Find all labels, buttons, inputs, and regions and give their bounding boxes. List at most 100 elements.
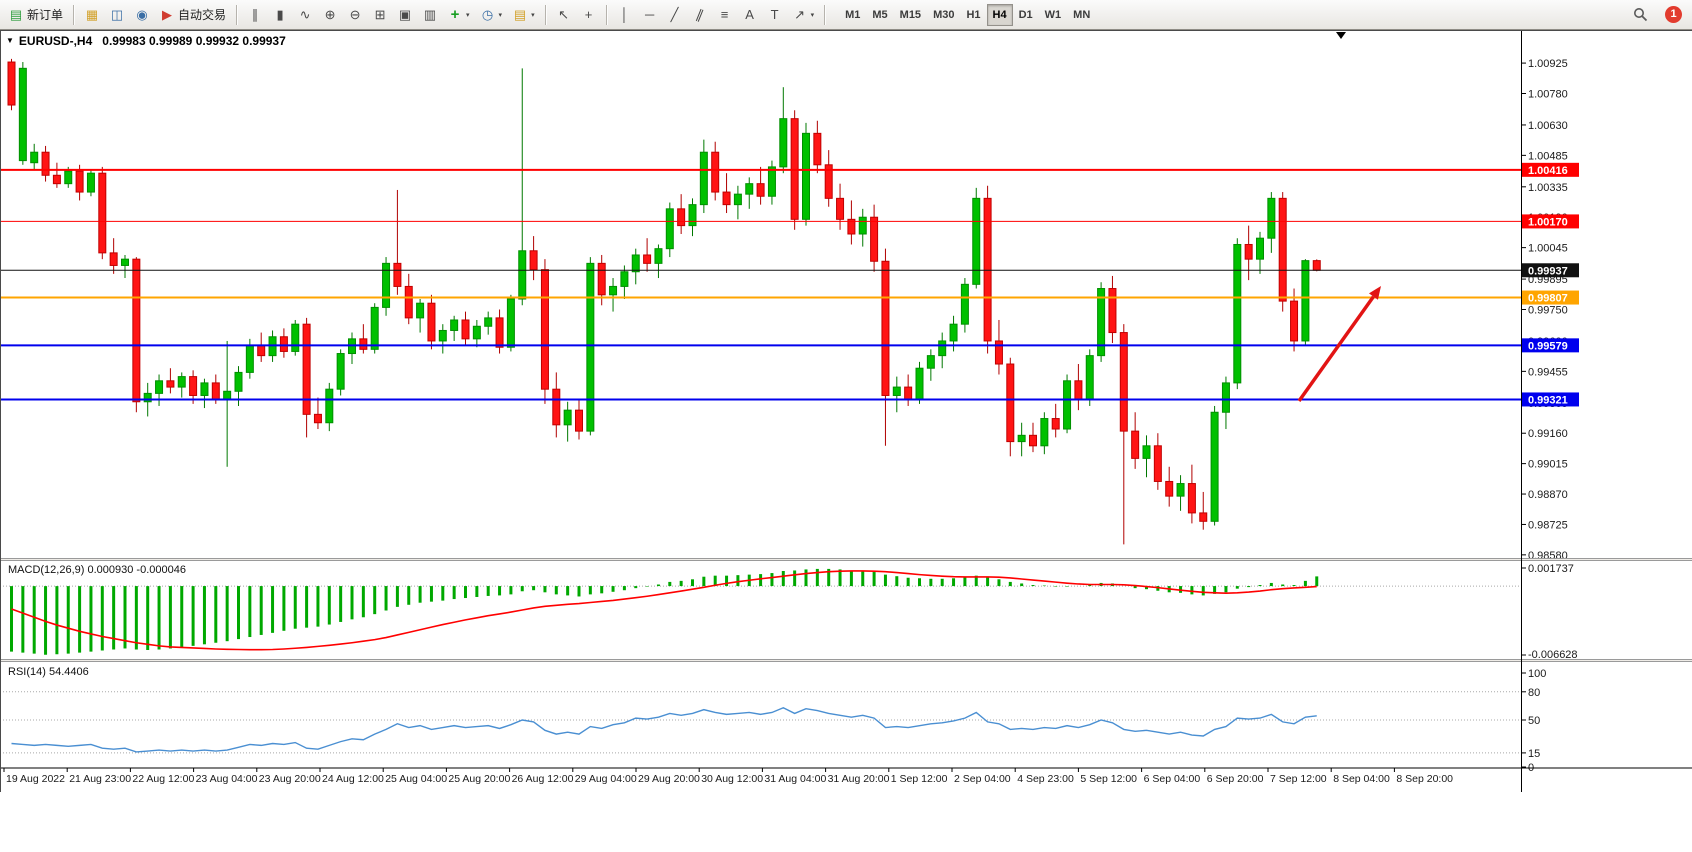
horizontal-line-tool-button[interactable]: ─ [638,3,662,27]
candle-down [836,197,845,220]
arrange-windows-icon: ▥ [423,7,437,22]
candle-down [722,191,731,206]
candle-up [699,151,708,206]
candle-down [1108,288,1117,334]
chart-window[interactable]: 1.00925 1.00780 1.00630 1.00485 1.00335 1.001… [0,30,1692,852]
candle-up [745,183,754,195]
chart-canvas[interactable]: 1.00925 1.00780 1.00630 1.00485 1.00335 1.001… [0,30,1692,852]
candle-down [495,317,504,348]
crosshair-button[interactable]: + [577,3,601,27]
candle-up [915,367,924,401]
tile-windows-icon: ⊞ [374,7,386,22]
zoom-out-button[interactable]: ⊖ [343,3,367,27]
candle-up [586,262,595,432]
price-level-badge [1522,162,1579,177]
candle-down [132,258,141,403]
candle-down [189,376,198,396]
candle-down [552,388,561,426]
time-tick-label: 25 Aug 04:00 [385,773,447,785]
candle-up [654,248,663,264]
candle-down [313,413,322,424]
rsi-axis-label: 15 [1528,748,1540,760]
candle-down [404,285,413,319]
timeframe-button-m30[interactable]: M30 [927,4,960,26]
price-tick-label: 1.00045 [1528,243,1568,255]
timeframe-button-m15[interactable]: M15 [894,4,927,26]
candle-up [1176,483,1185,497]
panel-separator[interactable] [0,659,1692,662]
candle-down [540,269,549,390]
notification-badge[interactable]: 1 [1665,6,1682,23]
candle-down [1165,480,1174,497]
cascade-windows-icon: ▣ [398,7,412,22]
candle-up [609,285,618,296]
cascade-windows-button[interactable]: ▣ [393,3,417,27]
chart-shift-marker[interactable] [1336,32,1346,39]
timeframe-button-h1[interactable]: H1 [960,4,986,26]
candle-up [620,271,629,287]
templates-button[interactable]: ▤ ▾ [508,3,540,27]
chart-background [0,30,1692,852]
candle-down [813,132,822,166]
candle-up [200,382,209,396]
candle-down [1153,445,1162,482]
price-level-badge [1522,263,1579,278]
one-click-trading-toggle[interactable]: ▼ [6,36,14,45]
timeframe-button-d1[interactable]: D1 [1013,4,1039,26]
tile-windows-button[interactable]: ⊞ [368,3,392,27]
price-level-badge [1522,214,1579,229]
label-tool-button[interactable]: T [763,3,787,27]
chevron-down-icon: ▾ [531,11,535,19]
toolbar-separator [824,4,827,25]
candle-down [109,252,118,266]
time-tick-label: 31 Aug 04:00 [764,773,826,785]
candle-up [30,151,39,164]
auto-trading-button[interactable]: ▶ 自动交易 [155,3,231,27]
cursor-button[interactable]: ↖ [552,3,576,27]
search-button[interactable] [1628,3,1653,27]
timeframe-button-h4[interactable]: H4 [986,3,1013,26]
channel-icon: ∥ [693,6,706,23]
trend-arrow-head[interactable] [1368,286,1381,300]
candle-down [711,151,720,193]
candle-up [223,390,232,401]
price-tick-label: 0.99455 [1528,366,1568,378]
auto-trading-label: 自动交易 [178,8,227,22]
time-tick-label: 2 Sep 04:00 [954,773,1011,785]
candle-down [1119,332,1128,432]
candle-up [1142,445,1151,459]
time-tick-label: 23 Aug 20:00 [259,773,321,785]
panel-separator[interactable] [0,558,1692,561]
channel-tool-button[interactable]: ∥ [688,3,712,27]
timeframe-button-w1[interactable]: W1 [1039,4,1068,26]
candle-down [1131,430,1140,459]
crosshair-icon: + [584,7,593,22]
timeframe-button-m1[interactable]: M1 [839,4,866,26]
bar-chart-button[interactable]: ∥ [243,3,267,27]
fibonacci-tool-button[interactable]: ≡ [713,3,737,27]
vertical-line-tool-button[interactable]: │ [613,3,637,27]
trend-arrow[interactable] [1297,295,1375,403]
candle-down [52,174,61,185]
candlestick-chart-button[interactable]: ▮ [268,3,292,27]
toolbar-separator [605,4,608,25]
shapes-tool-button[interactable]: ↗ ▾ [788,3,820,27]
text-tool-button[interactable]: A [738,3,762,27]
trendline-tool-button[interactable]: ╱ [663,3,687,27]
timeframe-button-m5[interactable]: M5 [866,4,893,26]
data-window-button[interactable]: ◉ [130,3,154,27]
candle-up [892,386,901,396]
macd-axis-max: 0.001737 [1528,563,1574,575]
new-order-button[interactable]: ▤ 新订单 [4,3,68,27]
indicators-button[interactable]: + ▾ [443,3,475,27]
candle-up [177,376,186,388]
periods-button[interactable]: ◷ ▾ [476,3,508,27]
price-level-badge [1522,290,1579,305]
zoom-in-button[interactable]: ⊕ [318,3,342,27]
new-chart-button[interactable]: ▦ [80,3,104,27]
candle-down [881,260,890,396]
profiles-button[interactable]: ◫ [105,3,129,27]
timeframe-button-mn[interactable]: MN [1067,4,1096,26]
arrange-windows-button[interactable]: ▥ [418,3,442,27]
line-chart-button[interactable]: ∿ [293,3,317,27]
